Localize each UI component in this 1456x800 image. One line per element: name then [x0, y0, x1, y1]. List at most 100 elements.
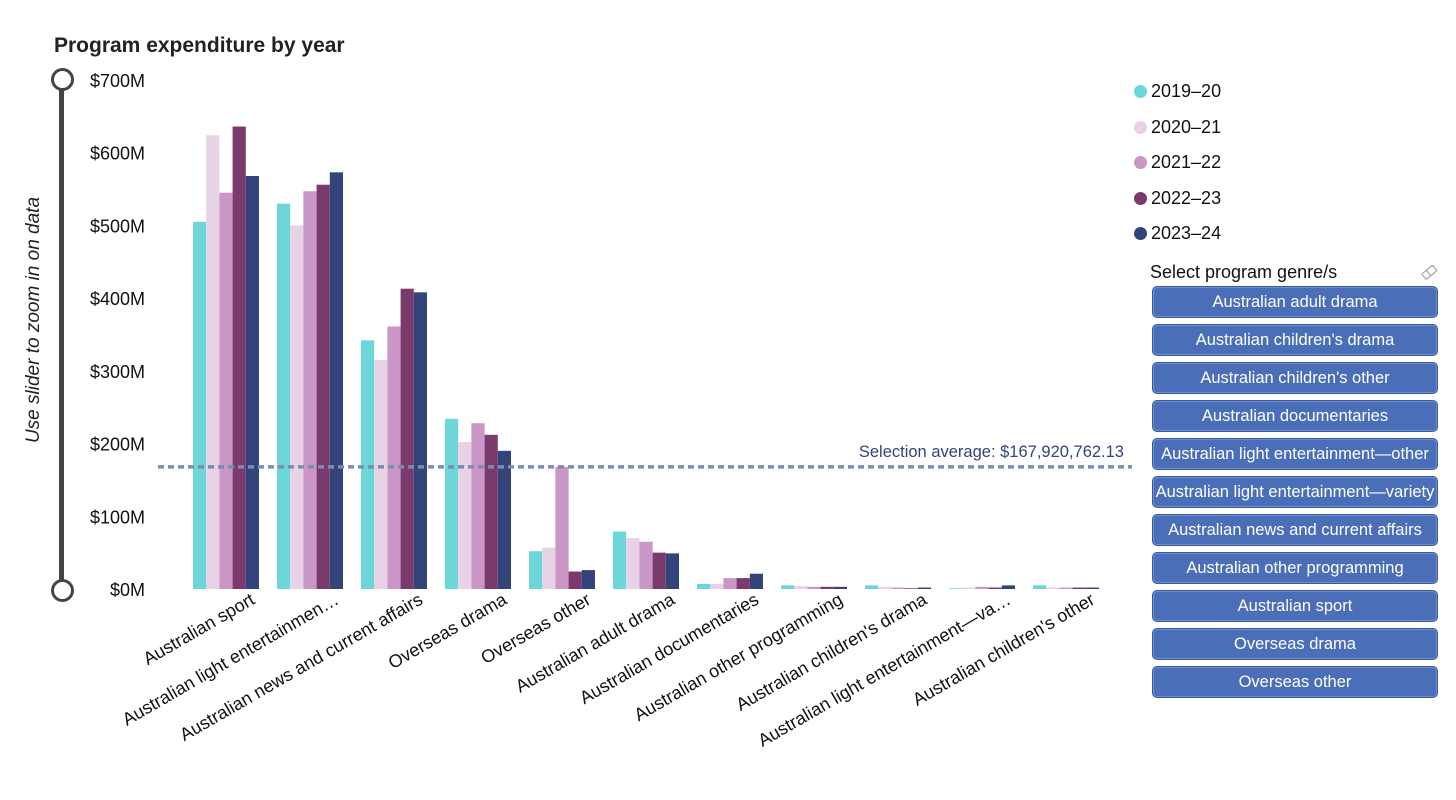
genre-button[interactable]: Australian adult drama	[1152, 286, 1438, 318]
legend-swatch	[1134, 120, 1147, 134]
bar	[219, 192, 233, 589]
bar	[400, 288, 414, 589]
eraser-icon[interactable]	[1420, 263, 1438, 281]
bar	[975, 586, 989, 589]
y-tick-label: $400M	[90, 289, 145, 309]
bar	[781, 585, 795, 589]
legend-swatch	[1134, 85, 1147, 99]
bar	[865, 585, 879, 589]
bar	[1085, 587, 1099, 589]
bar	[497, 450, 511, 589]
genre-button-list: Australian adult drama Australian childre…	[1150, 286, 1442, 698]
bar	[988, 587, 1002, 589]
bar	[374, 359, 388, 589]
bar	[652, 552, 666, 589]
bar	[581, 570, 595, 589]
legend: 2019–20 2020–21 2021–22 2022–23 2023–24	[1130, 74, 1221, 252]
bar	[277, 203, 291, 589]
bar	[445, 418, 459, 589]
zoom-slider-top-handle[interactable]	[51, 68, 74, 91]
legend-label: 2020–21	[1151, 116, 1222, 137]
legend-item[interactable]: 2021–22	[1130, 145, 1221, 181]
y-tick-label: $600M	[90, 144, 145, 164]
bar	[710, 583, 724, 589]
bar	[529, 551, 543, 589]
filter-label: Select program genre/s	[1150, 262, 1338, 282]
genre-button[interactable]: Australian documentaries	[1152, 400, 1438, 432]
bar	[749, 573, 763, 589]
bar	[303, 191, 317, 589]
bar-chart: $0M$100M$200M$300M$400M$500M$600M$700MAu…	[90, 71, 1132, 751]
bar	[697, 583, 711, 589]
bar	[1059, 587, 1073, 589]
legend-label: 2021–22	[1151, 152, 1222, 173]
bar	[723, 578, 737, 589]
zoom-slider-track[interactable]	[59, 88, 64, 584]
legend-label: 2019–20	[1151, 81, 1222, 102]
legend-label: 2022–23	[1151, 187, 1222, 208]
bar	[387, 326, 401, 589]
bar	[316, 184, 330, 590]
bar	[484, 434, 498, 589]
bar	[193, 221, 207, 590]
y-tick-label: $300M	[90, 362, 145, 382]
genre-button[interactable]: Australian children's drama	[1152, 324, 1438, 356]
genre-button[interactable]: Australian children's other	[1152, 362, 1438, 394]
genre-button[interactable]: Australian light entertainment—other	[1152, 438, 1438, 470]
y-tick-label: $100M	[90, 507, 145, 527]
bar	[807, 586, 821, 589]
filter-header: Select program genre/s	[1150, 262, 1442, 284]
y-tick-label: $500M	[90, 216, 145, 236]
bar	[555, 466, 569, 589]
y-tick-label: $700M	[90, 71, 145, 91]
legend-item[interactable]: 2023–24	[1130, 216, 1221, 252]
genre-button[interactable]: Australian other programming	[1152, 552, 1438, 584]
bar	[542, 547, 556, 589]
bar	[833, 586, 847, 589]
genre-button[interactable]: Australian sport	[1152, 590, 1438, 622]
genre-button[interactable]: Overseas other	[1152, 666, 1438, 698]
bar	[626, 538, 640, 589]
bar	[1046, 587, 1060, 589]
bar	[413, 292, 427, 589]
legend-item[interactable]: 2020–21	[1130, 110, 1221, 146]
legend-swatch	[1134, 191, 1147, 205]
bar	[949, 588, 963, 589]
y-tick-label: $200M	[90, 435, 145, 455]
bar	[891, 587, 905, 589]
bar	[568, 571, 582, 589]
legend-label: 2023–24	[1151, 223, 1222, 244]
genre-button[interactable]: Overseas drama	[1152, 628, 1438, 660]
bar	[613, 531, 627, 589]
bar	[232, 126, 246, 589]
bar	[290, 225, 304, 589]
bar	[962, 587, 976, 589]
genre-filter-panel: Select program genre/s Australian adult …	[1150, 262, 1442, 704]
bar	[458, 442, 472, 589]
chart-title: Program expenditure by year	[54, 34, 345, 57]
legend-swatch	[1134, 156, 1147, 170]
average-line-label: Selection average: $167,920,762.13	[859, 443, 1124, 461]
bar	[794, 586, 808, 589]
legend-item[interactable]: 2022–23	[1130, 181, 1221, 217]
bar	[736, 578, 750, 589]
zoom-slider-bottom-handle[interactable]	[51, 579, 74, 602]
bar	[904, 588, 918, 589]
bar	[1072, 587, 1086, 589]
bar	[665, 553, 679, 589]
legend-swatch	[1134, 227, 1147, 241]
bar	[471, 423, 485, 589]
bar	[245, 175, 259, 590]
genre-button[interactable]: Australian light entertainment—variety	[1152, 476, 1438, 508]
y-tick-label: $0M	[110, 580, 145, 600]
bar	[878, 586, 892, 589]
bar	[820, 586, 834, 589]
bar	[1001, 585, 1015, 589]
legend-item[interactable]: 2019–20	[1130, 74, 1221, 110]
bar	[206, 135, 220, 589]
bar	[361, 340, 375, 589]
bar	[917, 587, 931, 589]
bar	[1033, 585, 1047, 589]
genre-button[interactable]: Australian news and current affairs	[1152, 514, 1438, 546]
bar	[639, 541, 653, 589]
